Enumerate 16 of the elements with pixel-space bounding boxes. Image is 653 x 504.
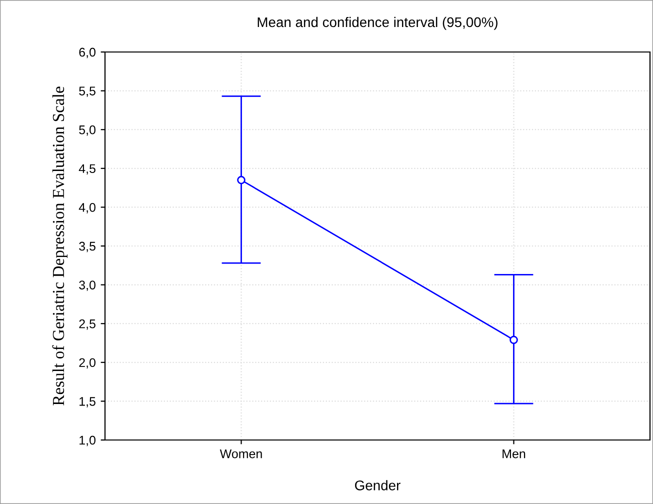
y-tick-label: 1,0 bbox=[80, 436, 96, 446]
y-tick-label: 3,0 bbox=[79, 280, 96, 291]
y-tick-label: 3,5 bbox=[79, 242, 96, 252]
y-tick-label: 2,5 bbox=[79, 319, 96, 330]
x-tick-label: Women bbox=[220, 449, 262, 458]
y-tick-label: 4,0 bbox=[78, 203, 96, 214]
y-axis-title: Result of Geriatric Depression Evaluation Scale bbox=[52, 86, 68, 406]
chart-title: Mean and confidence interval (95,00%) bbox=[258, 16, 498, 30]
x-tick-label: Men bbox=[502, 449, 526, 458]
y-tick-label: 1,5 bbox=[80, 397, 96, 408]
x-axis-title: Gender bbox=[355, 480, 400, 490]
y-tick-label: 2,0 bbox=[79, 358, 96, 369]
y-tick-label: 4,5 bbox=[78, 164, 96, 175]
y-tick-label: 5,0 bbox=[79, 125, 96, 136]
y-tick-label: 6,0 bbox=[79, 48, 96, 58]
y-tick-label: 5,5 bbox=[79, 86, 96, 97]
